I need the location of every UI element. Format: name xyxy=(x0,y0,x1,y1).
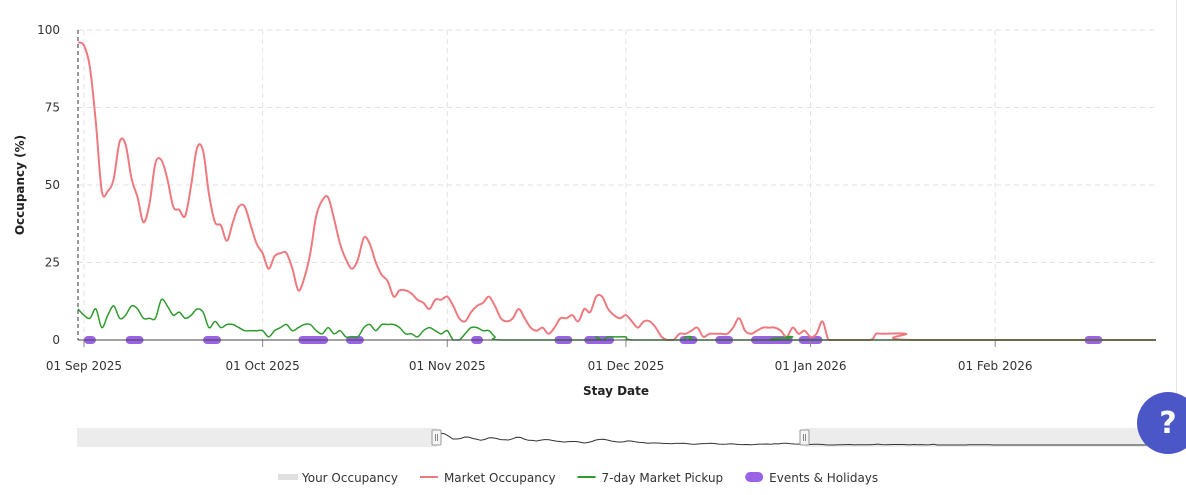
navigator-right-handle[interactable] xyxy=(799,429,810,446)
legend-swatch xyxy=(278,474,298,480)
legend-item-7-day-market-pickup[interactable]: 7-day Market Pickup xyxy=(577,471,724,485)
x-tick-label: 01 Sep 2025 xyxy=(46,359,122,373)
series-line-market-occupancy xyxy=(77,41,1156,341)
legend-label: Your Occupancy xyxy=(301,471,398,485)
legend: Your Occupancy Market Occupancy 7-day Mark… xyxy=(278,471,878,485)
y-tick-label: 50 xyxy=(45,178,60,192)
y-tick-label: 100 xyxy=(37,23,60,37)
y-tick-label: 0 xyxy=(52,333,60,347)
y-tick-label: 75 xyxy=(45,101,60,115)
panel-divider xyxy=(1176,0,1177,400)
x-tick-label: 01 Oct 2025 xyxy=(226,359,300,373)
legend-label: Market Occupancy xyxy=(444,471,556,485)
x-tick-label: 01 Jan 2026 xyxy=(775,359,847,373)
y-tick-label: 25 xyxy=(45,256,60,270)
range-navigator[interactable] xyxy=(77,428,1156,447)
help-button[interactable]: ? xyxy=(1137,392,1186,454)
series-layer xyxy=(77,41,1156,341)
axes: 0 25 50 75 100 01 Sep 2025 01 Oct 2025 01 Nov 2… xyxy=(37,23,1156,373)
navigator-left-handle[interactable] xyxy=(431,429,442,446)
navigator-preview-line xyxy=(436,432,1156,446)
series-line-7-day-market-pickup xyxy=(77,298,1156,341)
grid xyxy=(78,29,1156,340)
legend-item-your-occupancy[interactable]: Your Occupancy xyxy=(278,471,398,485)
navigator-selection[interactable] xyxy=(437,428,805,447)
question-icon: ? xyxy=(1159,405,1177,441)
x-tick-label: 01 Nov 2025 xyxy=(409,359,486,373)
y-axis-title: Occupancy (%) xyxy=(13,135,27,235)
legend-item-market-occupancy[interactable]: Market Occupancy xyxy=(419,471,556,485)
legend-swatch xyxy=(745,472,764,482)
legend-item-events-holidays[interactable]: Events & Holidays xyxy=(745,471,878,485)
x-axis-title: Stay Date xyxy=(583,384,649,398)
x-tick-label: 01 Feb 2026 xyxy=(958,359,1033,373)
x-tick-label: 01 Dec 2025 xyxy=(588,359,665,373)
legend-label: 7-day Market Pickup xyxy=(602,471,724,485)
legend-label: Events & Holidays xyxy=(769,471,878,485)
